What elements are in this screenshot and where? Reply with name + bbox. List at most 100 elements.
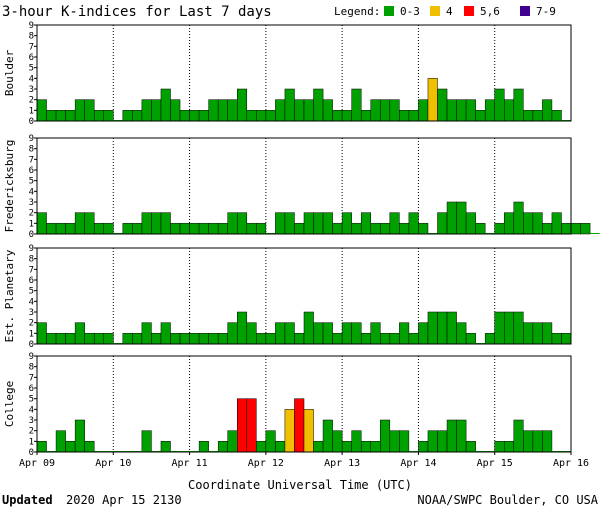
bar-boulder [484,99,495,122]
bar-boulder [265,110,276,122]
y-tick-label: 2 [29,427,34,437]
bar-boulder [217,99,228,122]
bar-boulder [237,88,248,122]
bar-college [399,430,410,453]
y-tick-label: 3 [29,416,34,426]
bar-boulder [294,99,305,122]
bar-fredericksburg [551,212,562,235]
bar-boulder [256,110,267,122]
bar-fredericksburg [217,223,228,235]
bar-fredericksburg [399,223,410,235]
bar-fredericksburg [160,212,171,235]
legend-swatch-7-9 [520,6,530,16]
bar-boulder [46,110,57,122]
y-tick-label: 7 [29,42,34,52]
bar-fredericksburg [93,223,104,235]
bar-est-planetary [237,311,248,345]
bar-fredericksburg [294,223,305,235]
bar-boulder [93,110,104,122]
bar-est-planetary [370,322,381,345]
y-tick-label: 4 [29,405,34,415]
bar-college [246,398,257,453]
y-tick-label: 2 [29,319,34,329]
bar-college [256,441,267,453]
bar-fredericksburg [513,201,524,235]
legend-swatch-5-6 [464,6,474,16]
bar-est-planetary [265,333,276,345]
x-axis-label: Coordinate Universal Time (UTC) [188,478,412,492]
bar-boulder [418,99,429,122]
y-tick-label: 4 [29,187,34,197]
x-tick-label: Apr 09 [19,458,55,469]
bar-fredericksburg [370,223,381,235]
bar-fredericksburg [237,212,248,235]
x-tick-label: Apr 16 [553,458,589,469]
bar-boulder [380,99,391,122]
bar-college [542,430,553,453]
bar-est-planetary [360,333,371,345]
bar-est-planetary [160,322,171,345]
bar-boulder [437,88,448,122]
bar-est-planetary [189,333,200,345]
bar-fredericksburg [360,212,371,235]
legend-label: Legend: [334,5,380,18]
panel-border [36,137,572,235]
bar-fredericksburg [351,223,362,235]
y-tick-label: 6 [29,276,34,286]
y-tick-label: 8 [29,145,34,155]
bar-college [265,430,276,453]
bar-fredericksburg [246,223,257,235]
bar-college [465,441,476,453]
y-tick-label: 3 [29,198,34,208]
y-tick-label: 1 [29,106,34,116]
y-tick-label: 4 [29,74,34,84]
bar-college [427,430,438,453]
bar-fredericksburg [475,223,486,235]
y-tick-label: 8 [29,255,34,265]
bar-college [504,441,515,453]
bar-college [322,419,333,453]
bar-boulder [170,99,181,122]
bar-est-planetary [341,322,352,345]
bar-fredericksburg [437,212,448,235]
bar-fredericksburg [141,212,152,235]
bar-fredericksburg [465,212,476,235]
bar-fredericksburg [198,223,209,235]
updated-timestamp: 2020 Apr 15 2130 [66,493,182,507]
bar-fredericksburg [151,212,162,235]
bar-est-planetary [561,333,572,345]
bar-fredericksburg [36,212,47,235]
bar-fredericksburg [189,223,200,235]
y-tick-label: 9 [29,352,34,362]
bar-est-planetary [294,333,305,345]
bar-fredericksburg [380,223,391,235]
bar-college [437,430,448,453]
x-tick-label: Apr 11 [172,458,208,469]
series-label-boulder: Boulder [3,49,16,96]
bar-est-planetary [208,333,219,345]
bar-college [65,441,76,453]
bar-college [36,441,47,453]
bar-boulder [189,110,200,122]
bar-fredericksburg [256,223,267,235]
bar-college [380,419,391,453]
bar-boulder [360,110,371,122]
x-tick-labels: Apr 09 Apr 10 Apr 11 Apr 12 Apr 13 Apr 14 Apr … [19,452,589,469]
bar-fredericksburg [55,223,66,235]
bar-est-planetary [303,311,314,345]
bar-est-planetary [217,333,228,345]
legend-label-5-6: 5,6 [480,5,500,18]
bar-fredericksburg [590,233,600,234]
bar-est-planetary [313,322,324,345]
bar-boulder [132,110,143,122]
y-tick-label: 0 [29,117,34,127]
y-tick-label: 5 [29,287,34,297]
bar-est-planetary [74,322,85,345]
bar-college [294,398,305,453]
bar-boulder [179,110,190,122]
bar-est-planetary [465,333,476,345]
bar-fredericksburg [303,212,314,235]
